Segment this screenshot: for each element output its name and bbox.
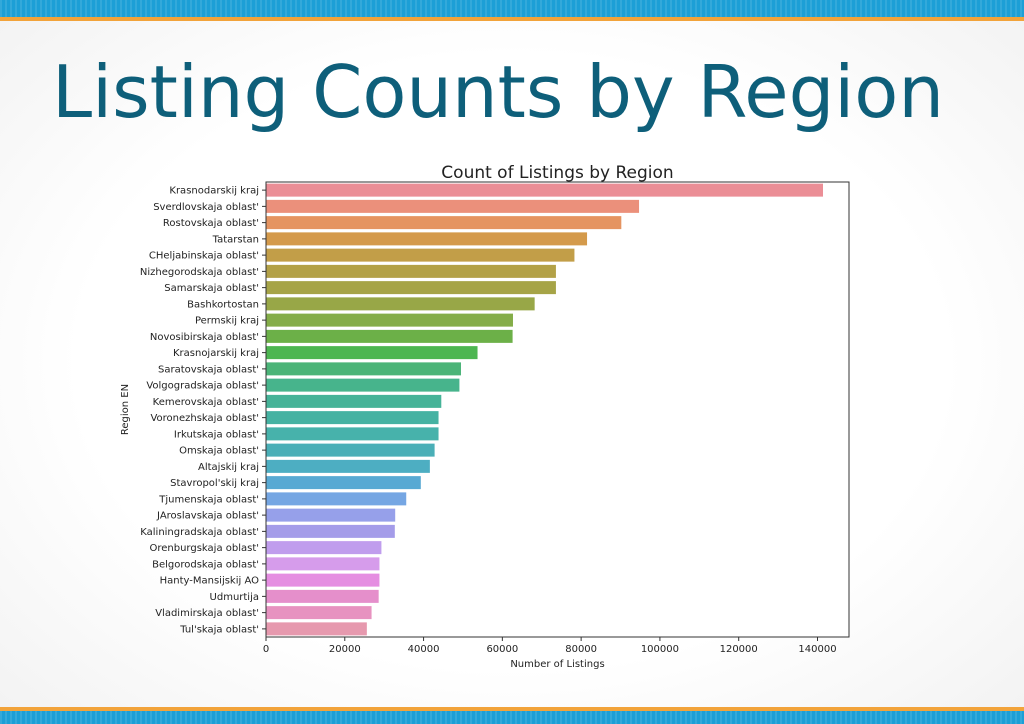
y-tick-label: Udmurtija bbox=[210, 592, 259, 603]
bar bbox=[266, 508, 396, 522]
bar bbox=[266, 346, 478, 360]
y-tick-label: Stavropol'skij kraj bbox=[170, 478, 259, 489]
y-tick-label: Tul'skaja oblast' bbox=[179, 624, 259, 635]
bar bbox=[266, 281, 556, 295]
bar bbox=[266, 248, 575, 262]
bottom-band bbox=[0, 711, 1024, 724]
bar bbox=[266, 606, 372, 620]
x-axis-label: Number of Listings bbox=[510, 659, 604, 670]
x-tick-label: 100000 bbox=[641, 644, 679, 655]
y-tick-label: Altajskij kraj bbox=[198, 462, 259, 473]
y-tick-label: Volgogradskaja oblast' bbox=[146, 381, 259, 392]
bar bbox=[266, 394, 442, 408]
chart-plot-area: Krasnodarskij kraj Sverdlovskaja oblast' R… bbox=[140, 181, 850, 655]
y-tick-label: Samarskaja oblast' bbox=[164, 283, 259, 294]
bar bbox=[266, 378, 460, 392]
x-tick-label: 140000 bbox=[798, 644, 836, 655]
y-tick-label: CHeljabinskaja oblast' bbox=[149, 251, 259, 262]
y-tick-label: Nizhegorodskaja oblast' bbox=[140, 267, 259, 278]
top-band-stripe bbox=[0, 17, 1024, 21]
x-tick-label: 80000 bbox=[565, 644, 597, 655]
bars-group bbox=[266, 183, 824, 636]
x-tick-group: 0 20000 40000 60000 80000 100000 120000 140000 bbox=[263, 637, 837, 655]
y-tick-label: Tjumenskaja oblast' bbox=[158, 494, 259, 505]
x-tick-label: 20000 bbox=[329, 644, 361, 655]
y-tick-label: Hanty-Mansijskij AO bbox=[160, 576, 260, 587]
y-tick-label: Vladimirskaja oblast' bbox=[155, 608, 259, 619]
y-tick-label: Bashkortostan bbox=[187, 299, 259, 310]
y-tick-label: Kaliningradskaja oblast' bbox=[140, 527, 259, 538]
y-tick-label: JAroslavskaja oblast' bbox=[156, 511, 259, 522]
bar bbox=[266, 622, 367, 636]
top-band bbox=[0, 0, 1024, 20]
bar bbox=[266, 199, 640, 213]
bar bbox=[266, 589, 379, 603]
chart-title: Count of Listings by Region bbox=[441, 163, 673, 183]
bar bbox=[266, 329, 513, 343]
x-tick-label: 0 bbox=[263, 644, 269, 655]
y-tick-label: Omskaja oblast' bbox=[179, 446, 259, 457]
bar bbox=[266, 476, 421, 490]
bar bbox=[266, 264, 556, 278]
bar bbox=[266, 183, 824, 197]
y-tick-label: Rostovskaja oblast' bbox=[163, 218, 259, 229]
bar bbox=[266, 313, 513, 327]
y-tick-label: Tatarstan bbox=[212, 234, 259, 245]
y-tick-label: Krasnodarskij kraj bbox=[169, 186, 259, 197]
y-tick-label: Belgorodskaja oblast' bbox=[152, 559, 259, 570]
x-tick-label: 60000 bbox=[486, 644, 518, 655]
y-tick-label: Saratovskaja oblast' bbox=[158, 364, 259, 375]
bar bbox=[266, 573, 380, 587]
bar bbox=[266, 216, 622, 230]
y-tick-label: Krasnojarskij kraj bbox=[173, 348, 259, 359]
bar bbox=[266, 443, 435, 457]
x-tick-label: 40000 bbox=[408, 644, 440, 655]
bar bbox=[266, 541, 382, 555]
y-tick-label: Permskij kraj bbox=[195, 316, 259, 327]
bottom-band-stripe bbox=[0, 707, 1024, 711]
slide-title: Listing Counts by Region bbox=[52, 50, 944, 134]
bar bbox=[266, 362, 461, 376]
y-tick-label: Orenburgskaja oblast' bbox=[149, 543, 259, 554]
bar bbox=[266, 411, 439, 425]
y-axis-label: Region EN bbox=[120, 384, 131, 435]
y-tick-label: Irkutskaja oblast' bbox=[174, 429, 259, 440]
y-tick-label: Sverdlovskaja oblast' bbox=[153, 202, 259, 213]
bar bbox=[266, 492, 407, 506]
bar bbox=[266, 232, 588, 246]
y-tick-label: Kemerovskaja oblast' bbox=[153, 397, 259, 408]
y-tick-label: Novosibirskaja oblast' bbox=[150, 332, 259, 343]
x-tick-label: 120000 bbox=[720, 644, 758, 655]
bar bbox=[266, 557, 380, 571]
bar bbox=[266, 297, 535, 311]
bar bbox=[266, 427, 439, 441]
bar bbox=[266, 459, 430, 473]
y-tick-group: Krasnodarskij kraj Sverdlovskaja oblast' R… bbox=[140, 186, 266, 635]
y-tick-label: Voronezhskaja oblast' bbox=[150, 413, 259, 424]
bar bbox=[266, 524, 395, 538]
